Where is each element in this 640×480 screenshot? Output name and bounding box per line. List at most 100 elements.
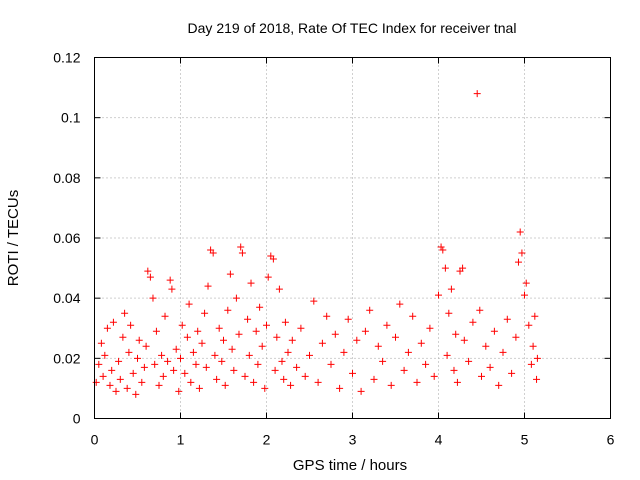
- data-point: [109, 318, 117, 326]
- data-point: [101, 351, 109, 359]
- chart-title: Day 219 of 2018, Rate Of TEC Index for r…: [188, 20, 517, 36]
- data-point: [331, 330, 339, 338]
- data-point: [192, 360, 200, 368]
- data-point: [201, 309, 209, 317]
- data-point: [284, 348, 292, 356]
- data-point: [478, 372, 485, 380]
- data-point: [453, 378, 461, 386]
- data-point: [244, 315, 252, 323]
- data-point: [366, 306, 374, 314]
- data-point: [245, 351, 253, 359]
- data-point: [271, 366, 279, 374]
- data-point: [187, 378, 195, 386]
- data-point: [318, 339, 326, 347]
- data-point: [238, 249, 246, 257]
- data-point: [490, 327, 498, 335]
- data-point: [252, 327, 260, 335]
- data-point: [224, 306, 232, 314]
- data-point: [144, 267, 152, 275]
- data-point: [228, 345, 236, 353]
- data-point: [297, 324, 305, 332]
- x-tick-label: 1: [177, 432, 185, 448]
- y-tick-label: 0.04: [53, 290, 80, 306]
- data-point: [404, 348, 412, 356]
- data-point: [459, 264, 467, 272]
- data-point: [499, 348, 507, 356]
- data-point: [379, 357, 387, 365]
- data-point: [232, 294, 240, 302]
- data-point: [106, 381, 114, 389]
- data-point: [152, 327, 160, 335]
- data-point: [92, 378, 100, 386]
- data-point: [254, 360, 262, 368]
- y-tick-label: 0.1: [61, 110, 81, 126]
- data-point: [527, 360, 535, 368]
- data-point: [183, 333, 191, 341]
- data-point: [155, 381, 163, 389]
- data-point: [250, 378, 258, 386]
- data-point: [437, 243, 445, 251]
- data-point: [344, 315, 352, 323]
- data-point: [452, 330, 460, 338]
- data-point: [503, 315, 511, 323]
- data-point: [247, 279, 255, 287]
- data-point: [123, 384, 131, 392]
- data-point: [213, 375, 221, 383]
- data-point: [482, 342, 490, 350]
- data-point: [447, 285, 455, 293]
- data-point: [195, 384, 203, 392]
- y-tick-label: 0.08: [53, 170, 80, 186]
- data-point: [361, 327, 369, 335]
- data-point: [230, 366, 238, 374]
- data-point: [383, 321, 391, 329]
- data-point: [514, 258, 522, 266]
- data-point: [103, 324, 111, 332]
- data-point: [159, 372, 167, 380]
- data-point: [119, 333, 127, 341]
- data-point: [161, 312, 169, 320]
- data-point: [264, 273, 272, 281]
- x-tick-label: 0: [91, 432, 99, 448]
- data-point: [125, 348, 133, 356]
- data-point: [135, 336, 143, 344]
- data-point: [149, 294, 157, 302]
- data-point: [314, 378, 322, 386]
- y-tick-label: 0.06: [53, 230, 80, 246]
- data-point: [409, 312, 417, 320]
- data-point: [235, 330, 243, 338]
- data-point: [202, 363, 210, 371]
- data-point: [473, 90, 481, 98]
- data-point: [168, 285, 176, 293]
- data-point: [353, 336, 361, 344]
- data-point: [533, 354, 541, 362]
- data-point: [370, 375, 378, 383]
- data-point: [521, 291, 528, 299]
- data-point: [531, 312, 539, 320]
- data-point: [209, 249, 217, 257]
- data-point: [301, 372, 309, 380]
- data-point: [280, 375, 288, 383]
- data-point: [387, 381, 395, 389]
- data-point: [263, 321, 270, 329]
- data-point: [134, 354, 141, 362]
- data-point: [97, 339, 105, 347]
- data-point: [327, 360, 335, 368]
- data-point: [400, 366, 408, 374]
- data-point: [198, 339, 206, 347]
- data-point: [275, 285, 283, 293]
- x-tick-label: 4: [435, 432, 443, 448]
- data-point: [293, 363, 301, 371]
- data-point: [422, 360, 430, 368]
- data-point: [269, 255, 277, 263]
- data-point: [132, 390, 140, 398]
- data-point: [460, 336, 468, 344]
- data-point: [392, 333, 399, 341]
- data-point: [185, 300, 193, 308]
- data-point: [181, 369, 189, 377]
- y-tick-label: 0.12: [53, 50, 80, 66]
- data-point: [306, 351, 313, 359]
- data-point: [175, 387, 183, 395]
- data-point: [396, 300, 404, 308]
- data-point: [218, 357, 226, 365]
- data-point: [533, 375, 541, 383]
